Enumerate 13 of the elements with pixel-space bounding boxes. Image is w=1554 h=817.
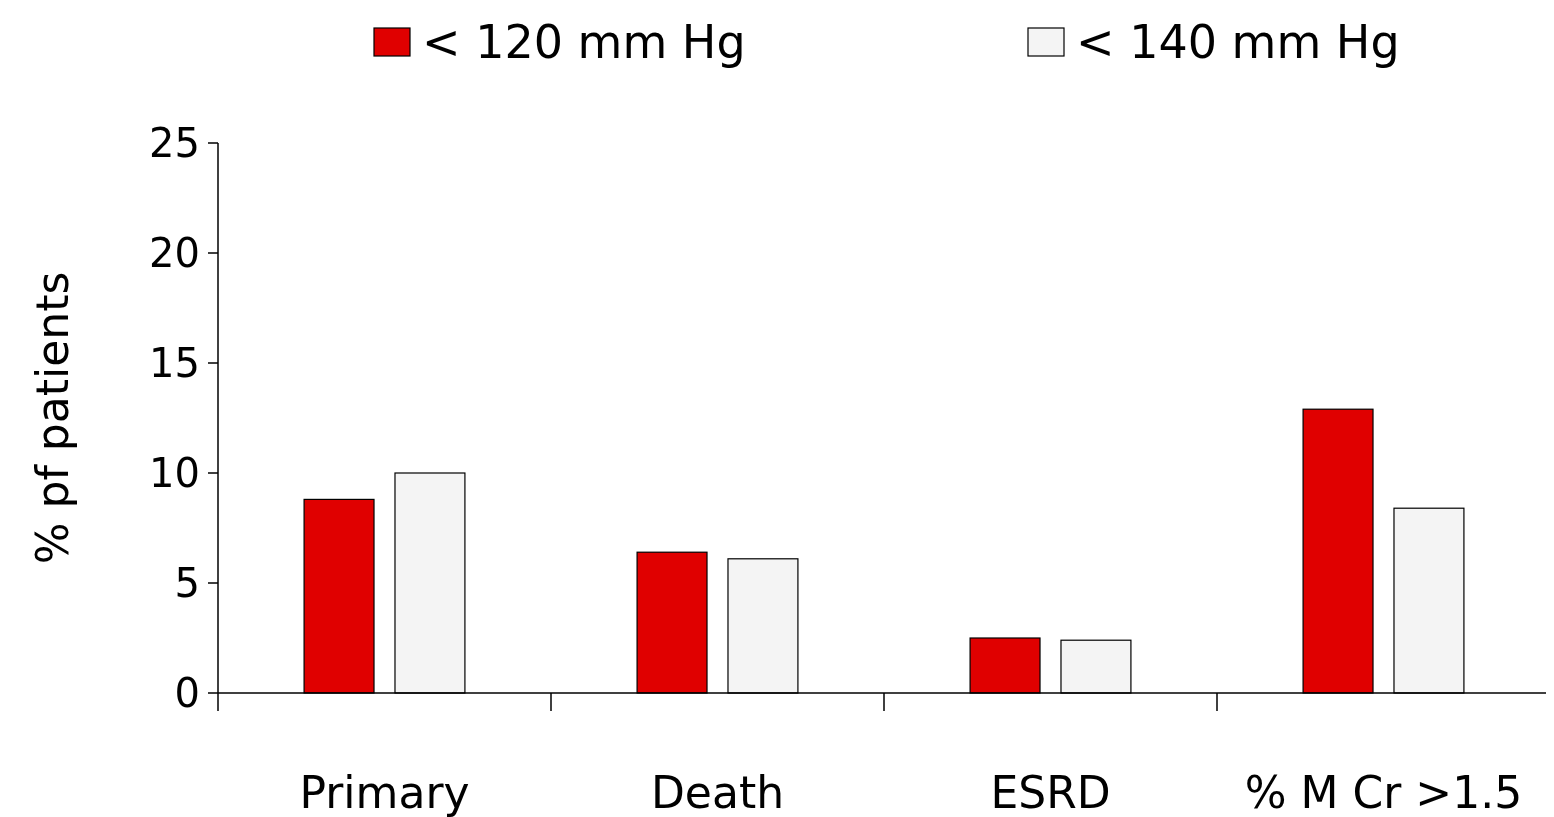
y-tick-label: 5	[174, 560, 200, 606]
y-tick-label: 10	[149, 450, 200, 496]
x-tick-label: Primary	[299, 767, 470, 817]
y-tick-label: 15	[149, 340, 200, 386]
x-tick-label: ESRD	[990, 767, 1111, 817]
y-tick-label: 25	[149, 120, 200, 166]
x-tick-label: Death	[650, 767, 785, 817]
y-tick-label: 0	[174, 670, 200, 716]
x-tick-label: % M Cr >1.5	[1244, 767, 1523, 817]
y-tick-label: 20	[149, 230, 200, 276]
legend-label: < 140 mm Hg	[1076, 15, 1400, 70]
legend-label: < 120 mm Hg	[422, 15, 746, 70]
y-axis-title: % pf patients	[27, 271, 78, 565]
